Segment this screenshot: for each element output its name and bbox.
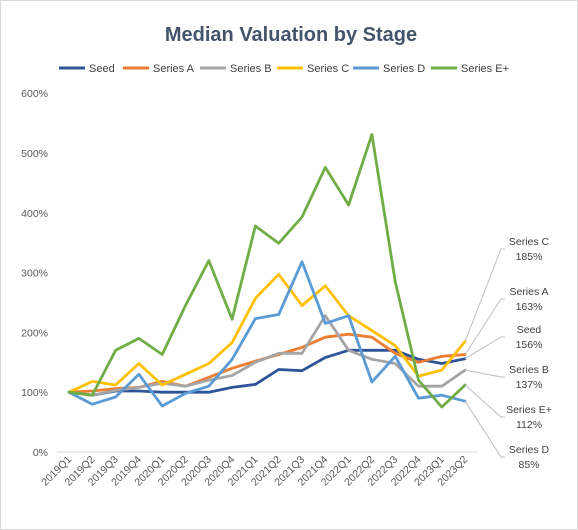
legend-label: Series B — [230, 63, 272, 75]
series-line-series-c — [67, 272, 467, 394]
y-tick-label: 300% — [21, 268, 48, 280]
y-axis: 0% 100% 200% 300% 400% 500% 600% — [21, 88, 48, 459]
legend-label: Series C — [307, 63, 349, 75]
end-label-series-a: Series A 163% — [464, 286, 549, 355]
end-label-name: Series E+ — [506, 404, 552, 416]
legend-item-series-b: Series B — [200, 63, 272, 75]
end-label-name: Series C — [509, 236, 550, 248]
end-labels: Seed 156% Series A 163% Series B 137% Series C… — [464, 236, 552, 471]
legend-label: Seed — [89, 63, 115, 75]
end-label-name: Seed — [517, 324, 542, 336]
legend-item-series-e: Series E+ — [431, 63, 509, 75]
leader-line — [464, 298, 505, 355]
x-axis: 2019Q12019Q22019Q32019Q42020Q12020Q22020… — [39, 451, 478, 489]
legend-label: Series D — [383, 63, 425, 75]
y-tick-label: 600% — [21, 88, 48, 100]
end-label-series-c: Series C 185% — [464, 236, 550, 342]
end-label-name: Series D — [509, 444, 550, 456]
leader-line — [464, 248, 505, 342]
y-tick-label: 500% — [21, 148, 48, 160]
end-label-name: Series A — [509, 286, 548, 298]
leader-line — [464, 384, 505, 418]
end-label-value: 163% — [516, 301, 543, 313]
leader-line — [465, 369, 505, 378]
legend-label: Series A — [153, 63, 195, 75]
legend-item-series-d: Series D — [353, 63, 425, 75]
y-tick-label: 200% — [21, 327, 48, 339]
legend-label: Series E+ — [461, 63, 509, 75]
y-tick-label: 0% — [33, 447, 48, 459]
end-label-value: 137% — [516, 379, 543, 391]
series-line-series-b — [67, 314, 467, 397]
chart-title: Median Valuation by Stage — [165, 24, 417, 46]
leader-line — [464, 336, 505, 360]
end-label-seed: Seed 156% — [464, 324, 543, 360]
end-label-series-d: Series D 85% — [464, 400, 550, 471]
legend: Seed Series A Series B Series C Series D Seri… — [59, 63, 509, 75]
end-label-series-b: Series B 137% — [465, 364, 549, 391]
series-line-series-e — [67, 133, 467, 409]
legend-item-series-a: Series A — [123, 63, 195, 75]
y-tick-label: 400% — [21, 208, 48, 220]
leader-line — [464, 400, 505, 458]
end-label-value: 85% — [518, 459, 539, 471]
end-label-name: Series B — [509, 364, 549, 376]
end-label-series-e: Series E+ 112% — [464, 384, 552, 431]
legend-item-series-c: Series C — [277, 63, 349, 75]
plot-area — [67, 133, 467, 409]
series-line-series-d — [67, 260, 467, 408]
end-label-value: 112% — [516, 419, 542, 431]
end-label-value: 156% — [516, 339, 543, 351]
y-tick-label: 100% — [21, 387, 48, 399]
legend-item-seed: Seed — [59, 63, 115, 75]
end-label-value: 185% — [516, 251, 543, 263]
